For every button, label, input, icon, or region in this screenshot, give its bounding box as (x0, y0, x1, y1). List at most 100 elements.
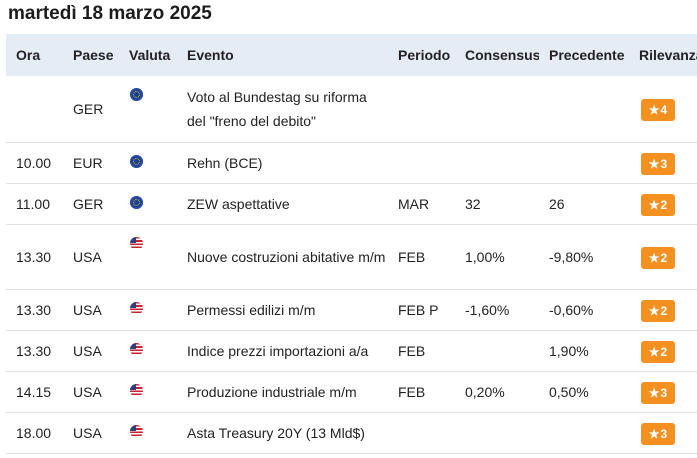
eu-flag-icon (130, 195, 143, 209)
importance-badge[interactable]: ★2 (641, 299, 675, 322)
column-header-consensus[interactable]: Consensus (465, 47, 539, 63)
cell-importance: ★3 (629, 412, 697, 454)
cell-period (388, 142, 455, 184)
importance-value: 3 (660, 156, 668, 171)
cell-previous (539, 76, 629, 143)
star-icon: ★ (648, 385, 660, 400)
cell-time: 14.15 (6, 371, 63, 413)
cell-previous: -0,60% (539, 289, 629, 331)
table-header-row: Ora Paese Valuta Evento Periodo Consensu… (6, 34, 697, 76)
cell-consensus (455, 412, 539, 454)
eu-flag-icon (130, 154, 143, 168)
column-header-importance[interactable]: Rilevanza (639, 47, 697, 63)
cell-previous: 1,90% (539, 330, 629, 372)
cell-time: 13.30 (6, 224, 63, 290)
table-row[interactable]: 13.30 USA Nuove costruzioni abitative m/m F… (6, 224, 697, 290)
column-header-time[interactable]: Ora (16, 47, 41, 63)
importance-badge[interactable]: ★3 (641, 381, 675, 404)
us-flag-icon (130, 301, 143, 315)
star-icon: ★ (648, 426, 660, 441)
cell-consensus: -1,60% (455, 289, 539, 331)
table-row[interactable]: 10.00 EUR Rehn (BCE) ★3 (6, 142, 697, 184)
star-icon: ★ (648, 102, 660, 117)
cell-period: FEB P (388, 289, 455, 331)
cell-event: Indice prezzi importazioni a/a (177, 330, 388, 372)
importance-badge[interactable]: ★4 (641, 98, 675, 121)
us-flag-icon (130, 424, 143, 438)
table-row[interactable]: 13.30 USA Indice prezzi importazioni a/a FE… (6, 330, 697, 372)
cell-currency (119, 371, 177, 413)
cell-previous: 26 (539, 183, 629, 225)
star-icon: ★ (648, 303, 660, 318)
column-header-previous[interactable]: Precedente (549, 47, 625, 63)
cell-currency (119, 330, 177, 372)
cell-event: ZEW aspettative (177, 183, 388, 225)
cell-previous (539, 142, 629, 184)
cell-previous: -9,80% (539, 224, 629, 290)
cell-consensus (455, 76, 539, 143)
column-header-period[interactable]: Periodo (398, 47, 451, 63)
star-icon: ★ (648, 197, 660, 212)
cell-event: Produzione industriale m/m (177, 371, 388, 413)
cell-period (388, 76, 455, 143)
importance-value: 3 (660, 385, 668, 400)
cell-period: FEB (388, 330, 455, 372)
eu-flag-icon (130, 88, 143, 101)
cell-country: USA (63, 412, 119, 454)
cell-currency (119, 289, 177, 331)
cell-importance: ★2 (629, 330, 697, 372)
cell-consensus: 1,00% (455, 224, 539, 290)
cell-event: Nuove costruzioni abitative m/m (177, 224, 388, 290)
cell-country: USA (63, 330, 119, 372)
cell-country: GER (63, 183, 119, 225)
importance-badge[interactable]: ★2 (641, 193, 675, 216)
importance-badge[interactable]: ★2 (641, 340, 675, 363)
column-header-event[interactable]: Evento (187, 47, 234, 63)
cell-consensus (455, 330, 539, 372)
cell-time: 13.30 (6, 330, 63, 372)
table-row[interactable]: 18.00 USA Asta Treasury 20Y (13 Mld$) ★3 (6, 412, 697, 454)
table-row[interactable]: 14.15 USA Produzione industriale m/m FEB 0,2… (6, 371, 697, 413)
cell-previous (539, 412, 629, 454)
importance-value: 4 (660, 102, 668, 117)
importance-value: 3 (660, 426, 668, 441)
cell-time: 10.00 (6, 142, 63, 184)
cell-importance: ★2 (629, 183, 697, 225)
cell-currency (119, 76, 177, 143)
cell-period (388, 412, 455, 454)
importance-badge[interactable]: ★3 (641, 422, 675, 445)
cell-importance: ★2 (629, 289, 697, 331)
cell-consensus (455, 142, 539, 184)
cell-country: USA (63, 371, 119, 413)
cell-importance: ★3 (629, 142, 697, 184)
cell-currency (119, 224, 177, 290)
table-row[interactable]: GER Voto al Bundestag su riforma del "fre… (6, 76, 697, 143)
table-row[interactable]: 13.30 USA Permessi edilizi m/m FEB P -1,60% -… (6, 289, 697, 331)
cell-currency (119, 142, 177, 184)
star-icon: ★ (648, 250, 660, 265)
importance-badge[interactable]: ★2 (641, 246, 675, 269)
cell-time: 11.00 (6, 183, 63, 225)
importance-value: 2 (660, 250, 668, 265)
cell-period: FEB (388, 371, 455, 413)
cell-time (6, 76, 63, 143)
cell-time: 13.30 (6, 289, 63, 331)
importance-value: 2 (660, 197, 668, 212)
cell-consensus: 0,20% (455, 371, 539, 413)
cell-previous: 0,50% (539, 371, 629, 413)
cell-consensus: 32 (455, 183, 539, 225)
column-header-country[interactable]: Paese (73, 47, 114, 63)
importance-value: 2 (660, 303, 668, 318)
cell-currency (119, 412, 177, 454)
cell-event: Rehn (BCE) (177, 142, 388, 184)
cell-country: USA (63, 289, 119, 331)
table-body: GER Voto al Bundestag su riforma del "fre… (6, 76, 697, 454)
cell-currency (119, 183, 177, 225)
us-flag-icon (130, 236, 143, 250)
cell-importance: ★4 (629, 76, 697, 143)
importance-badge[interactable]: ★3 (641, 152, 675, 175)
table-row[interactable]: 11.00 GER ZEW aspettative MAR 32 26 ★2 (6, 183, 697, 225)
economic-calendar-table: Ora Paese Valuta Evento Periodo Consensu… (6, 34, 697, 454)
column-header-currency[interactable]: Valuta (129, 47, 171, 63)
cell-time: 18.00 (6, 412, 63, 454)
